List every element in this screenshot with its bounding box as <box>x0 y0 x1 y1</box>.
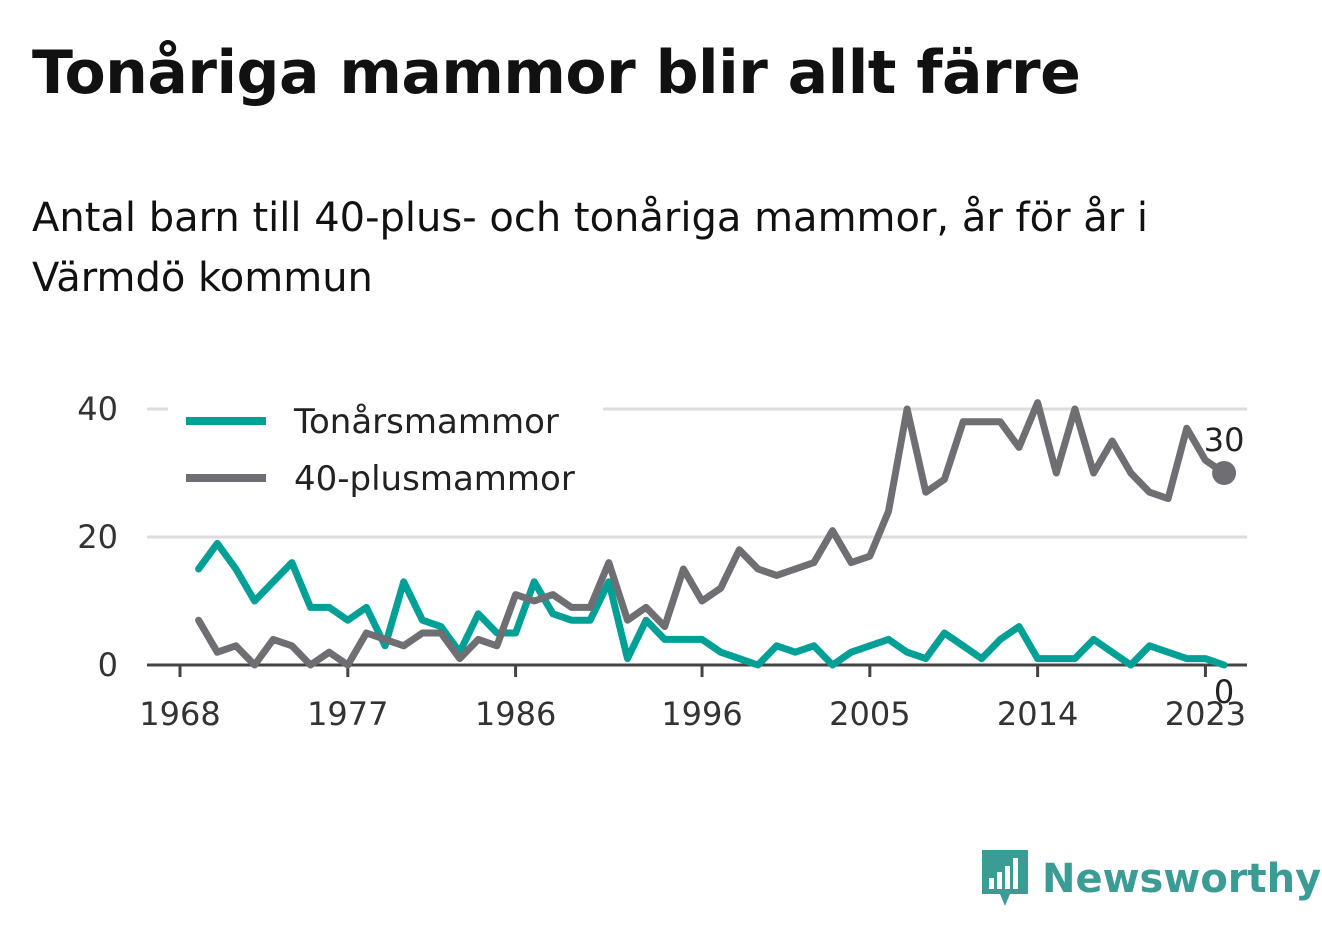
y-tick-label: 40 <box>77 390 118 428</box>
chart-subtitle: Antal barn till 40-plus- och tonåriga ma… <box>32 195 1149 301</box>
chart-title: Tonåriga mammor blir allt färre <box>32 38 1081 108</box>
legend: Tonårsmammor 40-plusmammor <box>168 392 603 510</box>
end-labels: 30 0 <box>1204 421 1245 711</box>
brand-name: Newsworthy <box>1042 856 1322 902</box>
x-tick-label: 2005 <box>829 695 910 733</box>
legend-background <box>168 392 603 510</box>
x-tick-label: 1977 <box>307 695 388 733</box>
y-tick-label: 0 <box>98 646 118 684</box>
x-axis <box>147 663 1247 677</box>
x-tick-labels: 1968 1977 1986 1996 2005 2014 2023 <box>139 695 1246 733</box>
x-tick-label: 1968 <box>139 695 220 733</box>
newsworthy-logo: Newsworthy <box>980 848 1321 910</box>
x-tick-label: 1996 <box>661 695 742 733</box>
end-label-teen: 0 <box>1214 673 1234 711</box>
end-point-40-plus <box>1212 461 1237 485</box>
series-lines <box>195 399 1237 669</box>
end-label-40-plus: 30 <box>1204 421 1245 459</box>
bar-chart-icon <box>982 850 1028 906</box>
y-tick-label: 20 <box>77 518 118 556</box>
series-line-0 <box>195 539 1228 669</box>
y-tick-labels: 0 20 40 <box>77 390 118 684</box>
x-tick-label: 2023 <box>1165 695 1246 733</box>
legend-label-0: Tonårsmammor <box>293 402 559 442</box>
legend-label-1: 40-plusmammor <box>294 459 575 499</box>
series-line-1 <box>195 399 1228 669</box>
x-tick-label: 1986 <box>475 695 556 733</box>
x-tick-label: 2014 <box>997 695 1078 733</box>
